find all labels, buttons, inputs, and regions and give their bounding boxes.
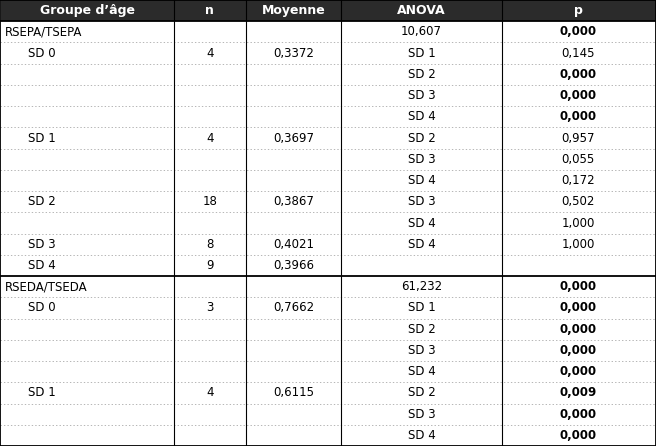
Text: 0,000: 0,000	[560, 365, 597, 378]
Text: RSEDA/TSEDA: RSEDA/TSEDA	[5, 280, 87, 293]
Text: SD 2: SD 2	[407, 323, 436, 336]
Text: SD 2: SD 2	[28, 195, 55, 208]
Text: 4: 4	[206, 386, 214, 400]
Text: 0,4021: 0,4021	[273, 238, 314, 251]
Text: SD 0: SD 0	[28, 301, 55, 314]
Text: 8: 8	[206, 238, 214, 251]
Text: 18: 18	[203, 195, 217, 208]
Text: SD 4: SD 4	[28, 259, 55, 272]
Text: 9: 9	[206, 259, 214, 272]
Text: 0,3697: 0,3697	[273, 132, 314, 145]
Text: 0,957: 0,957	[562, 132, 595, 145]
Text: 0,000: 0,000	[560, 68, 597, 81]
Text: 0,172: 0,172	[562, 174, 595, 187]
Text: 1,000: 1,000	[562, 238, 595, 251]
Text: 0,3867: 0,3867	[273, 195, 314, 208]
Text: 61,232: 61,232	[401, 280, 442, 293]
Text: SD 3: SD 3	[407, 408, 436, 421]
Text: SD 3: SD 3	[28, 238, 55, 251]
Text: SD 4: SD 4	[407, 174, 436, 187]
Text: n: n	[205, 4, 215, 17]
Text: 0,7662: 0,7662	[273, 301, 314, 314]
Text: 0,000: 0,000	[560, 89, 597, 102]
Text: SD 4: SD 4	[407, 238, 436, 251]
Text: 0,000: 0,000	[560, 408, 597, 421]
Text: SD 0: SD 0	[28, 46, 55, 60]
Text: 0,502: 0,502	[562, 195, 595, 208]
Text: ANOVA: ANOVA	[397, 4, 446, 17]
Text: 4: 4	[206, 46, 214, 60]
Text: Groupe d’âge: Groupe d’âge	[40, 4, 135, 17]
Text: 10,607: 10,607	[401, 25, 442, 38]
Text: 4: 4	[206, 132, 214, 145]
Text: 0,000: 0,000	[560, 110, 597, 123]
Text: SD 2: SD 2	[407, 68, 436, 81]
Text: 1,000: 1,000	[562, 216, 595, 230]
Text: 0,3372: 0,3372	[273, 46, 314, 60]
Text: SD 2: SD 2	[407, 386, 436, 400]
Text: 0,000: 0,000	[560, 344, 597, 357]
Text: 0,000: 0,000	[560, 280, 597, 293]
Text: SD 4: SD 4	[407, 110, 436, 123]
Text: SD 2: SD 2	[407, 132, 436, 145]
Text: SD 1: SD 1	[28, 386, 55, 400]
Text: 0,000: 0,000	[560, 429, 597, 442]
Text: SD 3: SD 3	[407, 153, 436, 166]
Text: 0,145: 0,145	[562, 46, 595, 60]
Text: SD 3: SD 3	[407, 344, 436, 357]
Text: SD 1: SD 1	[28, 132, 55, 145]
Text: 0,3966: 0,3966	[273, 259, 314, 272]
Text: SD 3: SD 3	[407, 89, 436, 102]
Text: 0,000: 0,000	[560, 301, 597, 314]
Text: 3: 3	[206, 301, 214, 314]
Bar	[1, 0, 656, 21]
Text: RSEPA/TSEPA: RSEPA/TSEPA	[5, 25, 82, 38]
Text: SD 1: SD 1	[407, 46, 436, 60]
Text: 0,009: 0,009	[560, 386, 597, 400]
Text: 0,6115: 0,6115	[273, 386, 314, 400]
Text: Moyenne: Moyenne	[262, 4, 325, 17]
Text: SD 4: SD 4	[407, 365, 436, 378]
Text: 0,000: 0,000	[560, 25, 597, 38]
Text: SD 4: SD 4	[407, 216, 436, 230]
Text: SD 1: SD 1	[407, 301, 436, 314]
Text: p: p	[574, 4, 583, 17]
Text: 0,000: 0,000	[560, 323, 597, 336]
Text: 0,055: 0,055	[562, 153, 595, 166]
Text: SD 4: SD 4	[407, 429, 436, 442]
Text: SD 3: SD 3	[407, 195, 436, 208]
